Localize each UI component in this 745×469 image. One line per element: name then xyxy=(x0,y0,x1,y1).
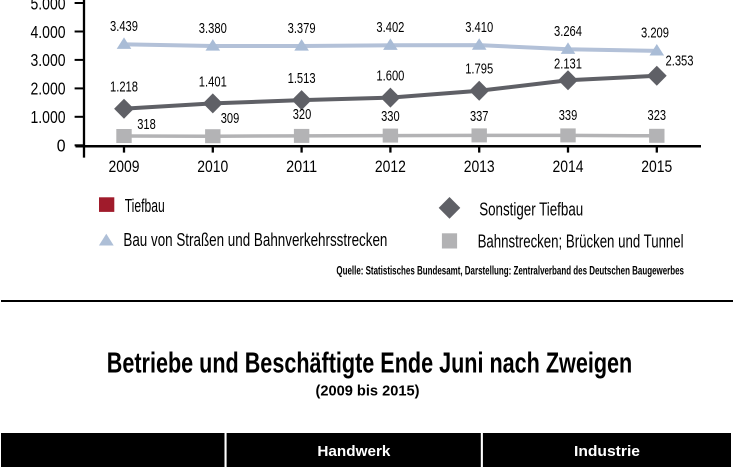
svg-text:Quelle: Statistisches Bundesam: Quelle: Statistisches Bundesamt, Darstel… xyxy=(336,264,684,278)
svg-text:Bau von Straßen und Bahnverkeh: Bau von Straßen und Bahnverkehrsstrecken xyxy=(123,229,387,250)
svg-text:Sonstiger Tiefbau: Sonstiger Tiefbau xyxy=(479,199,583,220)
svg-text:0: 0 xyxy=(57,136,66,156)
svg-text:3.209: 3.209 xyxy=(641,26,669,42)
svg-text:4.000: 4.000 xyxy=(31,22,66,42)
svg-text:2.353: 2.353 xyxy=(666,54,694,70)
svg-text:309: 309 xyxy=(221,111,240,127)
svg-text:5.000: 5.000 xyxy=(31,0,66,13)
svg-text:2011: 2011 xyxy=(286,157,317,176)
svg-text:339: 339 xyxy=(559,108,578,124)
svg-text:2012: 2012 xyxy=(375,157,406,176)
svg-text:323: 323 xyxy=(648,108,667,124)
svg-text:Bahnstrecken; Brücken und Tunn: Bahnstrecken; Brücken und Tunnel xyxy=(478,231,684,252)
svg-text:2010: 2010 xyxy=(197,157,228,176)
svg-text:Tiefbau: Tiefbau xyxy=(125,195,165,216)
svg-text:3.000: 3.000 xyxy=(31,50,66,70)
svg-text:3.264: 3.264 xyxy=(554,24,582,40)
svg-text:320: 320 xyxy=(293,107,312,123)
svg-text:2014: 2014 xyxy=(553,157,584,176)
svg-text:1.000: 1.000 xyxy=(31,107,66,127)
svg-text:Betriebe und Beschäftigte Ende: Betriebe und Beschäftigte Ende Juni nach… xyxy=(107,348,633,380)
svg-text:(2009 bis 2015): (2009 bis 2015) xyxy=(316,383,420,400)
svg-text:1.513: 1.513 xyxy=(288,71,316,87)
svg-text:Industrie: Industrie xyxy=(574,443,640,460)
svg-text:3.379: 3.379 xyxy=(288,21,316,37)
svg-text:318: 318 xyxy=(137,117,156,133)
svg-text:Handwerk: Handwerk xyxy=(317,443,391,460)
svg-text:1.401: 1.401 xyxy=(199,74,227,90)
svg-text:3.439: 3.439 xyxy=(110,19,138,35)
svg-text:330: 330 xyxy=(381,109,400,125)
svg-text:1.218: 1.218 xyxy=(110,80,138,96)
svg-text:2015: 2015 xyxy=(641,157,672,176)
svg-text:1.795: 1.795 xyxy=(465,62,493,78)
svg-text:3.410: 3.410 xyxy=(465,20,493,36)
svg-text:3.380: 3.380 xyxy=(199,21,227,37)
svg-text:337: 337 xyxy=(470,109,489,125)
svg-text:1.600: 1.600 xyxy=(376,69,404,85)
svg-text:2.000: 2.000 xyxy=(31,79,66,99)
svg-text:2013: 2013 xyxy=(464,157,495,176)
svg-text:2009: 2009 xyxy=(109,157,140,176)
svg-text:2.131: 2.131 xyxy=(554,56,582,72)
svg-text:3.402: 3.402 xyxy=(376,20,404,36)
